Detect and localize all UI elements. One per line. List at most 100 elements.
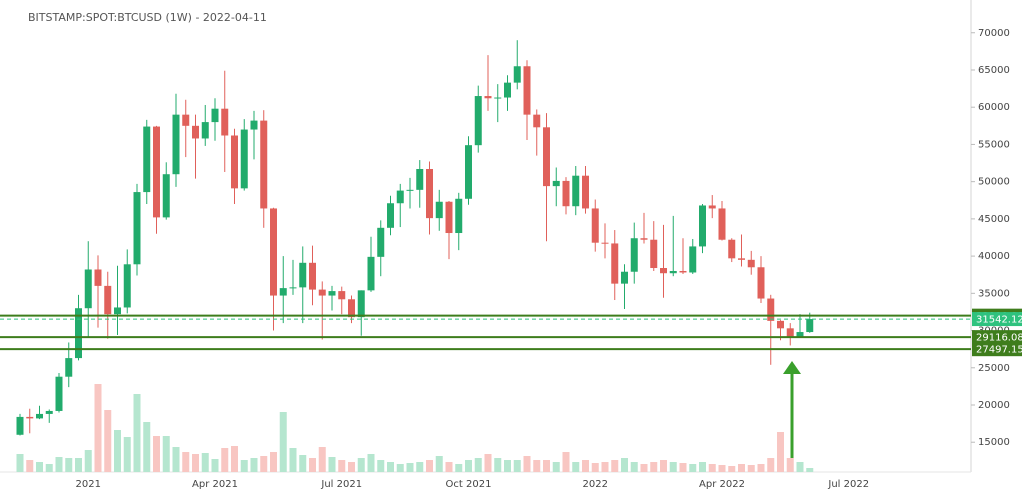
candle-body [708,205,716,209]
y-tick-label: 40000 [978,251,1010,262]
candle-body [669,270,677,274]
candle-body [416,168,424,190]
candle-body [260,120,268,209]
last-price-bg [972,312,1022,327]
candle-body [26,416,34,419]
arrow-head [783,361,801,374]
candle-body [484,96,492,99]
volume-bar [16,454,24,472]
volume-bar [718,465,726,472]
level-label: 29116.08 [976,333,1024,344]
candle-body [562,180,570,207]
last-price-label: 31542.12 [976,315,1024,326]
volume-bar [172,447,180,472]
y-tick-label: 15000 [978,437,1010,448]
x-tick-label: Oct 2021 [446,479,492,490]
candle-body [582,175,589,209]
volume-bar [114,430,121,472]
candle-body [504,82,511,98]
volume-bar [416,462,424,472]
candle-body [621,271,628,284]
volume-bar [786,458,794,472]
candle-body [338,291,346,300]
candle-body [348,299,355,318]
volume-bar [367,454,375,472]
volume-bar [143,422,151,472]
level-label-bg [972,330,1022,345]
volume-bar [55,457,63,472]
candle-body [162,174,170,218]
candle-body [114,307,121,315]
candle-body [65,358,73,377]
volume-bar [36,462,43,472]
candle-body [513,66,521,83]
candle-body [718,208,726,240]
volume-bar [533,460,541,472]
volume-bar [777,432,784,472]
y-tick-label: 50000 [978,177,1010,188]
volume-bar [75,458,82,472]
volume-bar [611,460,619,472]
candle-body [240,129,248,189]
candle-body [123,264,131,308]
volume-bar [621,458,628,472]
volume-bar [728,466,736,472]
candle-body [357,290,365,318]
x-tick-label: Apr 2022 [699,479,745,490]
x-tick-label: 2022 [583,479,608,490]
candle-body [796,332,804,338]
candle-body [552,180,560,187]
volume-bar [435,456,443,472]
candle-body [387,203,394,228]
candle-body [75,308,82,359]
candle-body [786,328,794,338]
candle-body [689,246,697,273]
volume-bar [484,454,492,472]
candle-body [94,269,102,286]
volume-bar [289,448,297,472]
candle-body [84,269,92,309]
volume-bar [357,458,365,472]
candle-body [591,208,599,243]
volume-bar [377,460,385,472]
candle-body [601,242,609,244]
level-label-bg [972,342,1022,357]
volume-bar [279,412,287,472]
volume-bar [221,448,229,472]
candle-body [650,239,658,269]
volume-bar [640,464,648,472]
volume-bar [572,462,580,472]
volume-bar [240,460,248,472]
candle-body [201,122,209,139]
volume-bar [94,384,102,472]
y-tick-label: 45000 [978,214,1010,225]
candle-body [396,190,404,204]
candle-body [309,262,316,290]
candle-body [133,192,141,265]
volume-bar [260,456,268,472]
x-tick-label: Jul 2021 [320,479,362,490]
y-tick-label: 60000 [978,102,1010,113]
candle-body [16,416,24,435]
x-tick-label: Apr 2021 [192,479,238,490]
volume-bar [767,458,775,472]
volume-bar [387,462,394,472]
volume-bar [494,458,502,472]
y-tick-label: 55000 [978,139,1010,150]
y-tick-label: 20000 [978,400,1010,411]
volume-bar [582,460,589,472]
candle-body [299,262,307,288]
candle-body [435,201,443,219]
candle-body [367,256,375,291]
volume-bar [699,462,706,472]
candle-body [757,267,765,299]
candle-body [221,108,229,136]
candle-body [55,376,63,411]
volume-bar [504,460,511,472]
candle-body [426,168,433,219]
candle-body [45,410,53,414]
volume-bar [591,463,599,472]
volume-bar [445,462,453,472]
candle-body [211,108,219,123]
